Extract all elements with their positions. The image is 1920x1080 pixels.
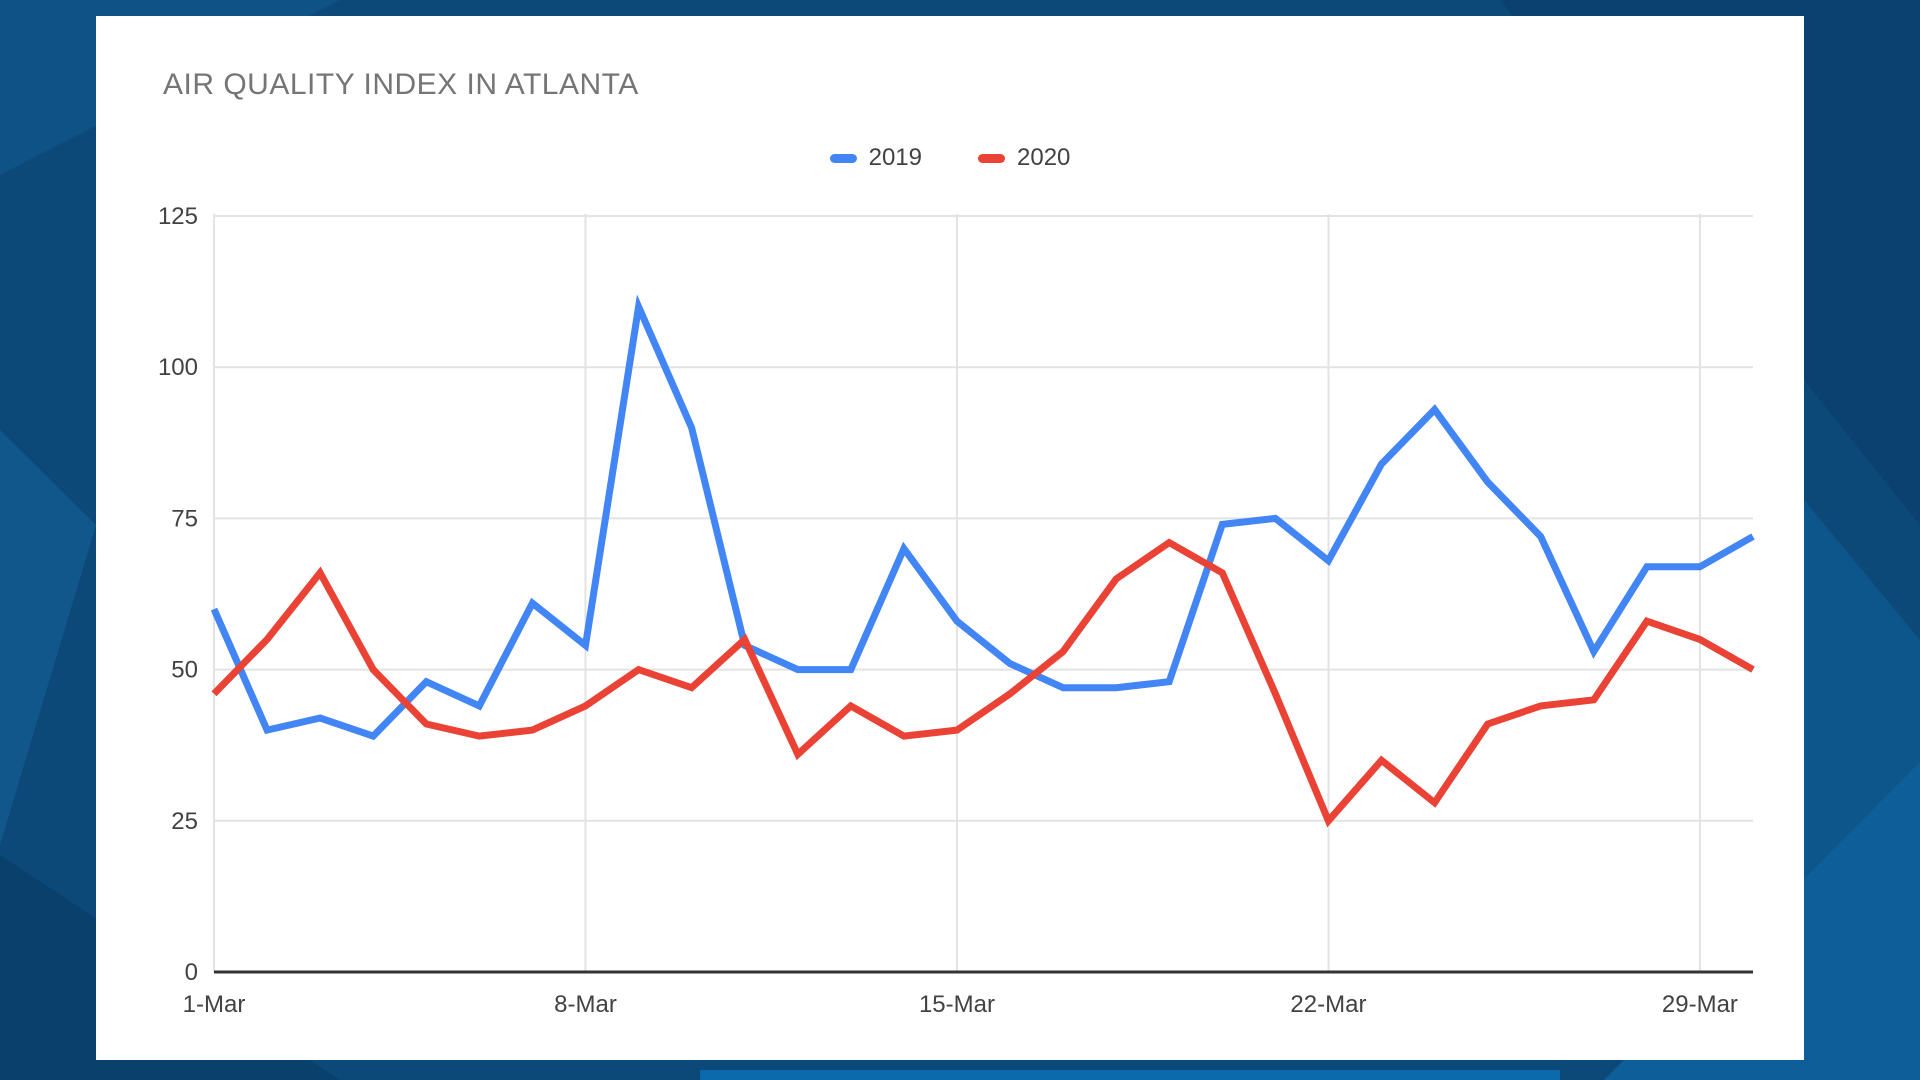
y-axis-tick-label-0: 0: [185, 959, 198, 986]
legend-label-2020: 2020: [1017, 144, 1071, 171]
x-axis-tick-label-15-Mar: 15-Mar: [919, 991, 995, 1018]
x-axis-tick-label-8-Mar: 8-Mar: [554, 991, 617, 1018]
legend-swatch-2020: [978, 153, 1005, 163]
line-chart: 0 25 50 75 100 125 1-Mar 8-Mar 15-Mar 22-Mar 29-Ma…: [158, 203, 1755, 1018]
legend-item-2020: 2020: [978, 144, 1070, 172]
legend-label-2019: 2019: [868, 144, 922, 171]
y-axis-tick-label-100: 100: [158, 354, 198, 381]
x-axis-tick-label-22-Mar: 22-Mar: [1290, 991, 1366, 1018]
y-axis-tick-label-25: 25: [171, 808, 198, 835]
series-line-2019: [210, 294, 1755, 741]
legend-item-2019: 2019: [829, 144, 922, 172]
series-line-2020: [211, 538, 1755, 828]
y-axis-tick-label-125: 125: [158, 203, 198, 230]
chart-title: AIR QUALITY INDEX IN ATLANTA: [163, 68, 639, 101]
y-axis-tick-label-75: 75: [171, 505, 198, 532]
y-axis-tick-label-50: 50: [171, 657, 198, 684]
x-axis-tick-label-1-Mar: 1-Mar: [183, 991, 246, 1018]
x-axis-tick-label-29-Mar: 29-Mar: [1662, 991, 1738, 1018]
legend-swatch-2019: [829, 153, 857, 163]
chart-legend: 2019 2020: [96, 144, 1804, 172]
chart-card: AIR QUALITY INDEX IN ATLANTA 2019 2020 0…: [96, 16, 1804, 1060]
